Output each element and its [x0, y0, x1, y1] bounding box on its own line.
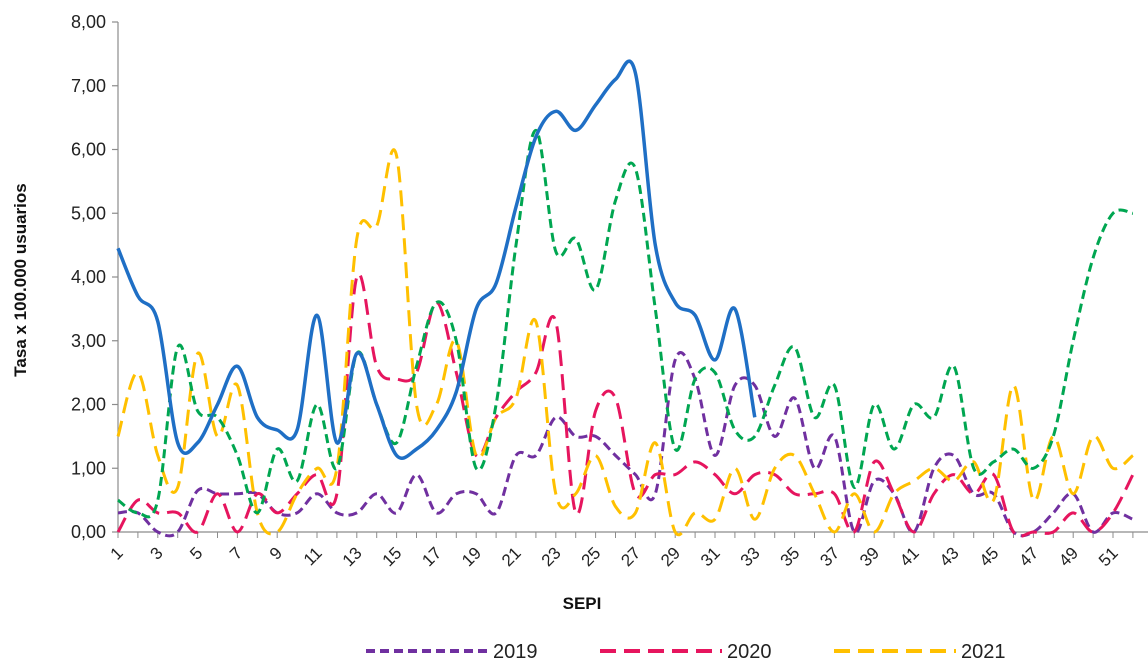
- legend-label-2019: 2019: [493, 641, 538, 662]
- x-tick-label: 45: [976, 543, 1003, 570]
- x-tick-label: 13: [339, 543, 366, 570]
- x-tick-label: 39: [856, 543, 883, 570]
- x-axis-title: SEPI: [563, 594, 602, 613]
- y-tick-label: 3,00: [71, 331, 106, 351]
- x-tick-label: 41: [896, 543, 923, 570]
- x-tick-label: 21: [498, 543, 525, 570]
- x-tick-label: 15: [379, 543, 406, 570]
- x-tick-label: 51: [1095, 543, 1122, 570]
- x-tick-label: 5: [186, 543, 206, 563]
- series-line-2021: [116, 148, 1134, 537]
- x-tick-label: 35: [777, 543, 804, 570]
- x-tick-label: 47: [1015, 543, 1042, 570]
- x-tick-label: 3: [146, 543, 166, 563]
- x-tick-label: 31: [697, 543, 724, 570]
- x-tick-label: 11: [300, 543, 326, 569]
- y-tick-label: 8,00: [71, 12, 106, 32]
- y-tick-label: 7,00: [71, 76, 106, 96]
- x-tick-label: 33: [737, 543, 764, 570]
- legend-label-2020: 2020: [727, 641, 772, 662]
- x-tick-label: 9: [266, 543, 286, 563]
- x-tick-label: 19: [458, 543, 485, 570]
- plot-area: [116, 59, 1135, 538]
- y-tick-label: 0,00: [71, 522, 106, 542]
- y-axis-ticks: 0,00 1,00 2,00 3,00 4,00 5,00 6,00 7,00 8,00: [71, 12, 118, 542]
- series-line-2019: [117, 351, 1134, 538]
- y-tick-label: 4,00: [71, 267, 106, 287]
- series-line-unnamed-3: [117, 128, 1134, 519]
- x-tick-label: 25: [578, 543, 605, 570]
- x-tick-label: 1: [107, 543, 127, 563]
- x-tick-label: 7: [226, 543, 246, 563]
- series-line-unnamed-4: [116, 59, 757, 460]
- x-tick-label: 49: [1055, 543, 1082, 570]
- x-tick-label: 23: [538, 543, 565, 570]
- x-tick-label: 37: [816, 543, 843, 570]
- y-axis-title: Tasa x 100.000 usuarios: [11, 183, 30, 376]
- y-tick-label: 5,00: [71, 203, 106, 223]
- series-line-2020: [116, 272, 1135, 538]
- x-tick-label: 29: [657, 543, 684, 570]
- x-tick-label: 27: [617, 543, 644, 570]
- legend: 2019 2020 2021: [366, 641, 1006, 662]
- y-tick-label: 2,00: [71, 395, 106, 415]
- y-tick-label: 6,00: [71, 140, 106, 160]
- axes: [117, 22, 1148, 533]
- x-tick-label: 43: [936, 543, 963, 570]
- x-tick-label: 17: [418, 543, 445, 570]
- x-axis-ticks: 1 3 5 7 9 11 13 15 17 19 21 23 25 27 29 31 33 35 37 39 41 43 4…: [107, 532, 1134, 570]
- y-tick-label: 1,00: [71, 458, 106, 478]
- legend-label-2021: 2021: [961, 641, 1006, 662]
